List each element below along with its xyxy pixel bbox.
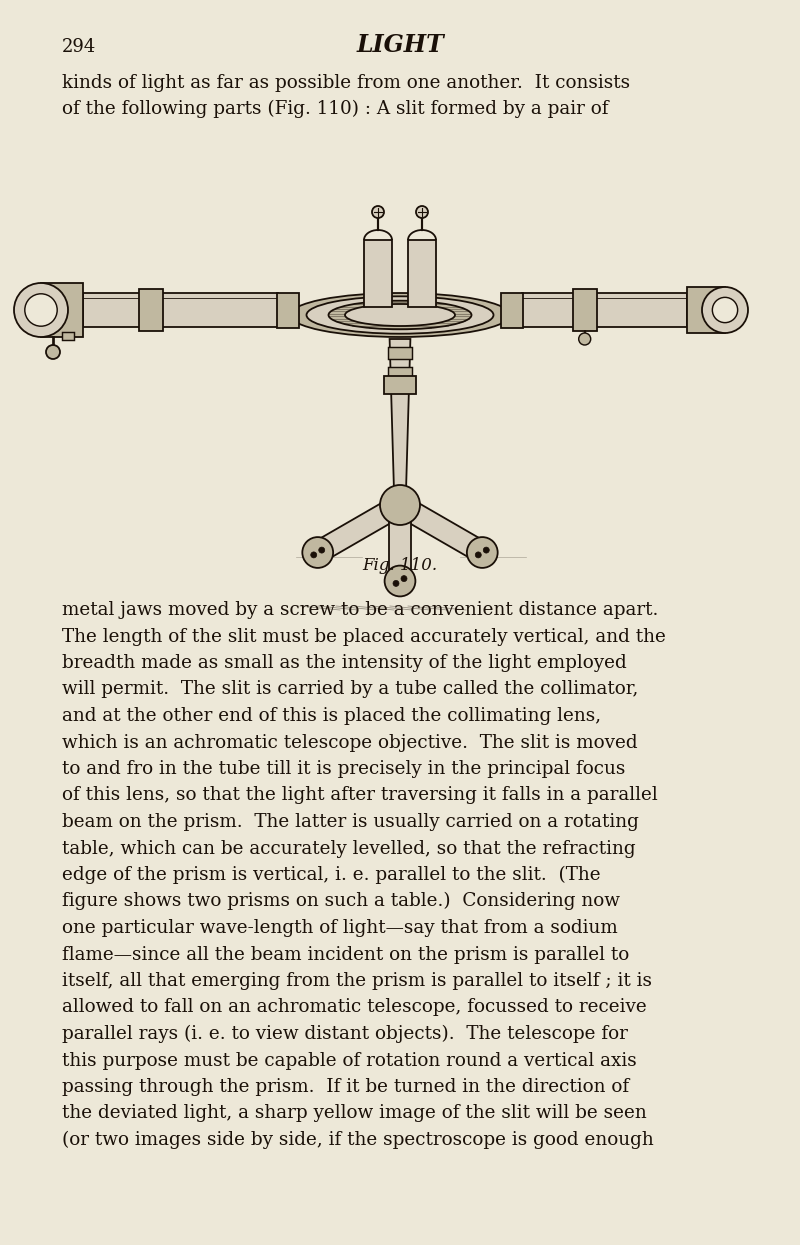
Circle shape: [416, 205, 428, 218]
Bar: [139, 289, 163, 331]
Text: flame—since all the beam incident on the prism is parallel to: flame—since all the beam incident on the…: [62, 945, 630, 964]
Circle shape: [318, 547, 325, 553]
Bar: [501, 293, 523, 327]
Text: to and fro in the tube till it is precisely in the principal focus: to and fro in the tube till it is precis…: [62, 759, 626, 778]
Text: of the following parts (Fig. 110) : A slit formed by a pair of: of the following parts (Fig. 110) : A sl…: [62, 100, 609, 118]
Circle shape: [702, 288, 748, 332]
Text: one particular wave-length of light—say that from a sodium: one particular wave-length of light—say …: [62, 919, 618, 937]
Circle shape: [712, 298, 738, 322]
Text: parallel rays (i. e. to view distant objects).  The telescope for: parallel rays (i. e. to view distant obj…: [62, 1025, 628, 1043]
Text: of this lens, so that the light after traversing it falls in a parallel: of this lens, so that the light after tr…: [62, 787, 658, 804]
Bar: [41, 283, 83, 337]
Polygon shape: [312, 496, 406, 561]
Text: LIGHT: LIGHT: [356, 34, 444, 57]
Bar: [573, 289, 597, 331]
Circle shape: [578, 332, 590, 345]
Ellipse shape: [345, 304, 455, 326]
Bar: [384, 376, 416, 393]
Circle shape: [475, 552, 482, 558]
Bar: [62, 332, 74, 340]
Bar: [388, 367, 412, 378]
Text: and at the other end of this is placed the collimating lens,: and at the other end of this is placed t…: [62, 707, 601, 725]
Text: breadth made as small as the intensity of the light employed: breadth made as small as the intensity o…: [62, 654, 626, 672]
Text: (or two images side by side, if the spectroscope is good enough: (or two images side by side, if the spec…: [62, 1130, 654, 1149]
Text: this purpose must be capable of rotation round a vertical axis: this purpose must be capable of rotation…: [62, 1052, 637, 1069]
Text: the deviated light, a sharp yellow image of the slit will be seen: the deviated light, a sharp yellow image…: [62, 1104, 646, 1123]
Circle shape: [385, 565, 415, 596]
Text: edge of the prism is vertical, i. e. parallel to the slit.  (The: edge of the prism is vertical, i. e. par…: [62, 865, 601, 884]
Ellipse shape: [329, 301, 471, 329]
Text: The length of the slit must be placed accurately vertical, and the: The length of the slit must be placed ac…: [62, 627, 666, 645]
Circle shape: [401, 575, 407, 581]
Text: metal jaws moved by a screw to be a convenient distance apart.: metal jaws moved by a screw to be a conv…: [62, 601, 658, 619]
Text: beam on the prism.  The latter is usually carried on a rotating: beam on the prism. The latter is usually…: [62, 813, 639, 830]
Polygon shape: [389, 505, 411, 581]
Bar: [522, 293, 687, 327]
Ellipse shape: [306, 296, 494, 334]
Circle shape: [380, 486, 420, 525]
Circle shape: [310, 552, 317, 558]
Bar: [388, 347, 412, 359]
Circle shape: [483, 547, 490, 553]
Text: will permit.  The slit is carried by a tube called the collimator,: will permit. The slit is carried by a tu…: [62, 681, 638, 698]
Circle shape: [25, 294, 58, 326]
Circle shape: [467, 537, 498, 568]
Polygon shape: [364, 240, 392, 308]
Text: passing through the prism.  If it be turned in the direction of: passing through the prism. If it be turn…: [62, 1078, 629, 1096]
Polygon shape: [390, 339, 410, 505]
Circle shape: [372, 205, 384, 218]
Bar: [83, 293, 278, 327]
Circle shape: [14, 283, 68, 337]
Bar: [277, 293, 299, 327]
Text: figure shows two prisms on such a table.)  Considering now: figure shows two prisms on such a table.…: [62, 893, 620, 910]
Text: itself, all that emerging from the prism is parallel to itself ; it is: itself, all that emerging from the prism…: [62, 972, 652, 990]
Text: which is an achromatic telescope objective.  The slit is moved: which is an achromatic telescope objecti…: [62, 733, 638, 752]
Text: kinds of light as far as possible from one another.  It consists: kinds of light as far as possible from o…: [62, 73, 630, 92]
Ellipse shape: [290, 293, 510, 337]
Circle shape: [46, 345, 60, 359]
Polygon shape: [394, 496, 488, 561]
Bar: [687, 288, 725, 332]
Text: table, which can be accurately levelled, so that the refracting: table, which can be accurately levelled,…: [62, 839, 636, 858]
Polygon shape: [408, 240, 436, 308]
Circle shape: [302, 537, 333, 568]
Text: Fig. 110.: Fig. 110.: [362, 557, 438, 574]
Text: 294: 294: [62, 39, 96, 56]
Circle shape: [393, 580, 399, 586]
Text: allowed to fall on an achromatic telescope, focussed to receive: allowed to fall on an achromatic telesco…: [62, 998, 646, 1016]
